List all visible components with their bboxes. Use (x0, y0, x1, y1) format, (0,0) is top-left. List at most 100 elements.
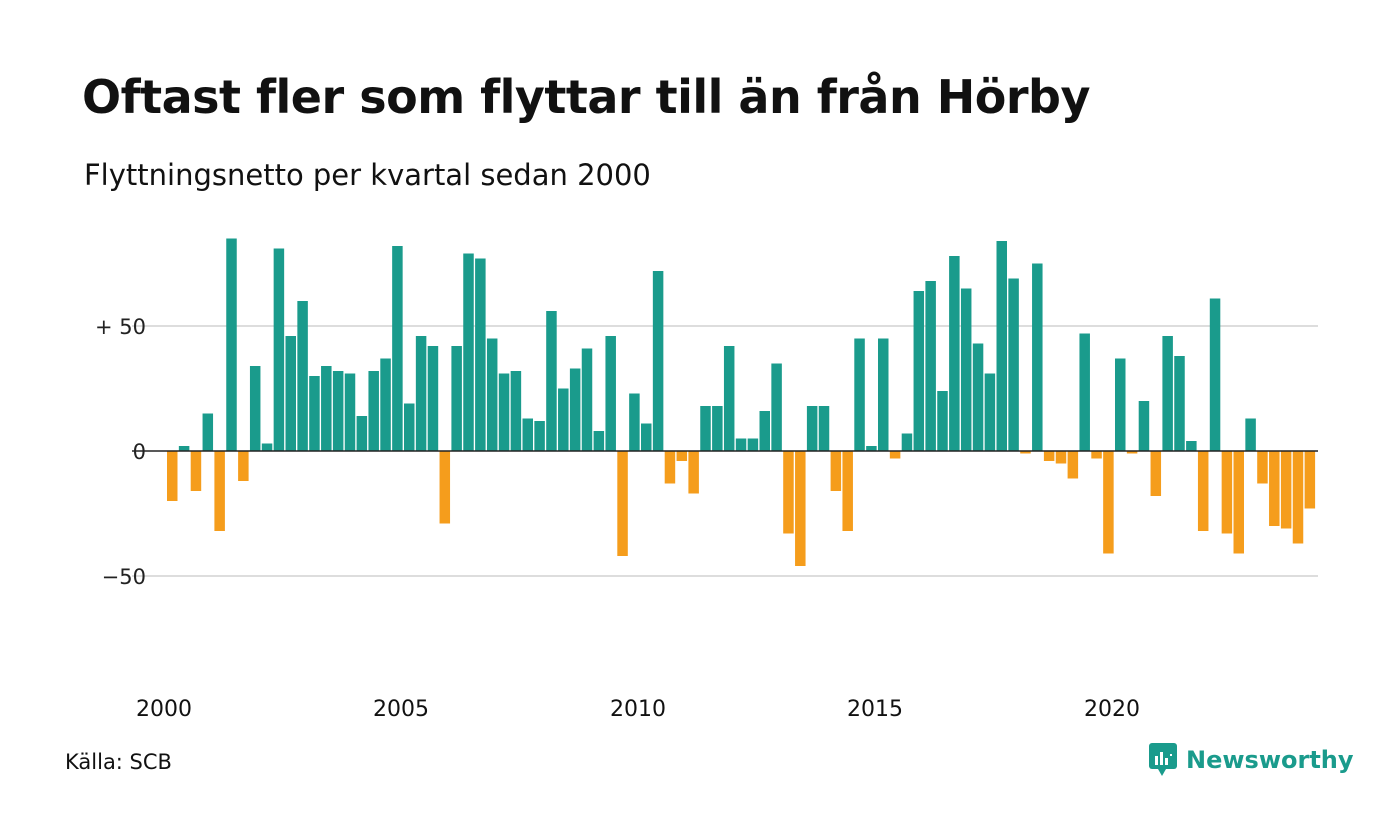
bar (641, 423, 652, 451)
bar (1221, 451, 1233, 534)
source-note: Källa: SCB (65, 750, 172, 774)
x-tick-label: 2000 (136, 697, 192, 722)
bar (1008, 278, 1019, 451)
bar (1197, 451, 1209, 531)
bar (1055, 451, 1067, 464)
bar (475, 258, 486, 451)
bars (167, 238, 1316, 566)
bar (925, 281, 936, 451)
bar (878, 338, 889, 451)
bar (1067, 451, 1079, 479)
bar (795, 451, 806, 566)
bar (972, 343, 984, 451)
bar (297, 301, 308, 451)
bar (439, 451, 451, 524)
bar (676, 451, 688, 461)
bar (866, 446, 877, 451)
bar (332, 371, 344, 451)
bar (747, 438, 759, 451)
bar (830, 451, 842, 491)
x-tick-label: 2020 (1084, 697, 1140, 722)
bar (806, 406, 818, 451)
bar (392, 246, 403, 451)
bar (593, 431, 605, 451)
bar (1162, 336, 1173, 451)
bar (451, 346, 462, 451)
chart-title: Oftast fler som flyttar till än från Hör… (82, 70, 1090, 124)
bar (700, 406, 711, 451)
bar (1020, 451, 1031, 454)
bar (1138, 401, 1150, 451)
bar (498, 373, 510, 451)
bar (652, 271, 664, 451)
bar (249, 366, 261, 451)
bar (949, 256, 960, 451)
bar (214, 451, 225, 531)
y-tick-label: −50 (102, 565, 146, 589)
bar (996, 241, 1007, 451)
bar (273, 248, 285, 451)
x-tick-label: 2010 (610, 697, 666, 722)
bar (309, 376, 320, 451)
bar (960, 288, 972, 451)
bar (771, 363, 782, 451)
bar (522, 418, 533, 451)
bar (510, 371, 522, 451)
bar (842, 451, 853, 531)
bar (1115, 358, 1126, 451)
bar (937, 391, 948, 451)
bar (759, 411, 770, 451)
bar (486, 338, 498, 451)
bar (167, 451, 178, 501)
bar (712, 406, 723, 451)
bar (238, 451, 249, 481)
chart-subtitle: Flyttningsnetto per kvartal sedan 2000 (84, 158, 651, 192)
bar (1209, 298, 1221, 451)
brand-name: Newsworthy (1186, 746, 1354, 774)
bar (889, 451, 901, 459)
bar (356, 416, 368, 451)
gridlines (132, 325, 1318, 577)
bar (546, 311, 557, 451)
bar (913, 291, 925, 451)
bar (321, 366, 332, 451)
bar (1103, 451, 1114, 554)
brand-logo: Newsworthy (1148, 742, 1354, 778)
bar (723, 346, 735, 451)
bar (783, 451, 794, 534)
newsworthy-logo-icon (1149, 743, 1177, 776)
bar (226, 238, 237, 451)
bar (569, 368, 581, 451)
bar (1032, 263, 1043, 451)
bar (901, 433, 913, 451)
bar (368, 371, 379, 451)
x-tick-label: 2015 (847, 697, 903, 722)
bar (534, 421, 545, 451)
bar (427, 346, 439, 451)
bar (688, 451, 699, 494)
bar (261, 443, 273, 451)
bar (1150, 451, 1162, 496)
y-tick-label: + 50 (95, 315, 146, 339)
bar (1079, 333, 1090, 451)
bar (463, 253, 474, 451)
bar (854, 338, 865, 451)
bar (1245, 418, 1256, 451)
bar (1280, 451, 1292, 529)
bar (285, 336, 296, 451)
y-tick-label: 0 (133, 440, 146, 464)
x-tick-label: 2005 (373, 697, 429, 722)
bar (1043, 451, 1055, 461)
bar (1269, 451, 1280, 526)
bar (558, 388, 569, 451)
bar (984, 373, 996, 451)
bar (1091, 451, 1102, 459)
bar (1304, 451, 1316, 509)
bar (415, 336, 427, 451)
bar (605, 336, 616, 451)
bar (202, 413, 214, 451)
bar (1233, 451, 1244, 554)
bar (581, 348, 593, 451)
bar (380, 358, 391, 451)
bar (1292, 451, 1304, 544)
